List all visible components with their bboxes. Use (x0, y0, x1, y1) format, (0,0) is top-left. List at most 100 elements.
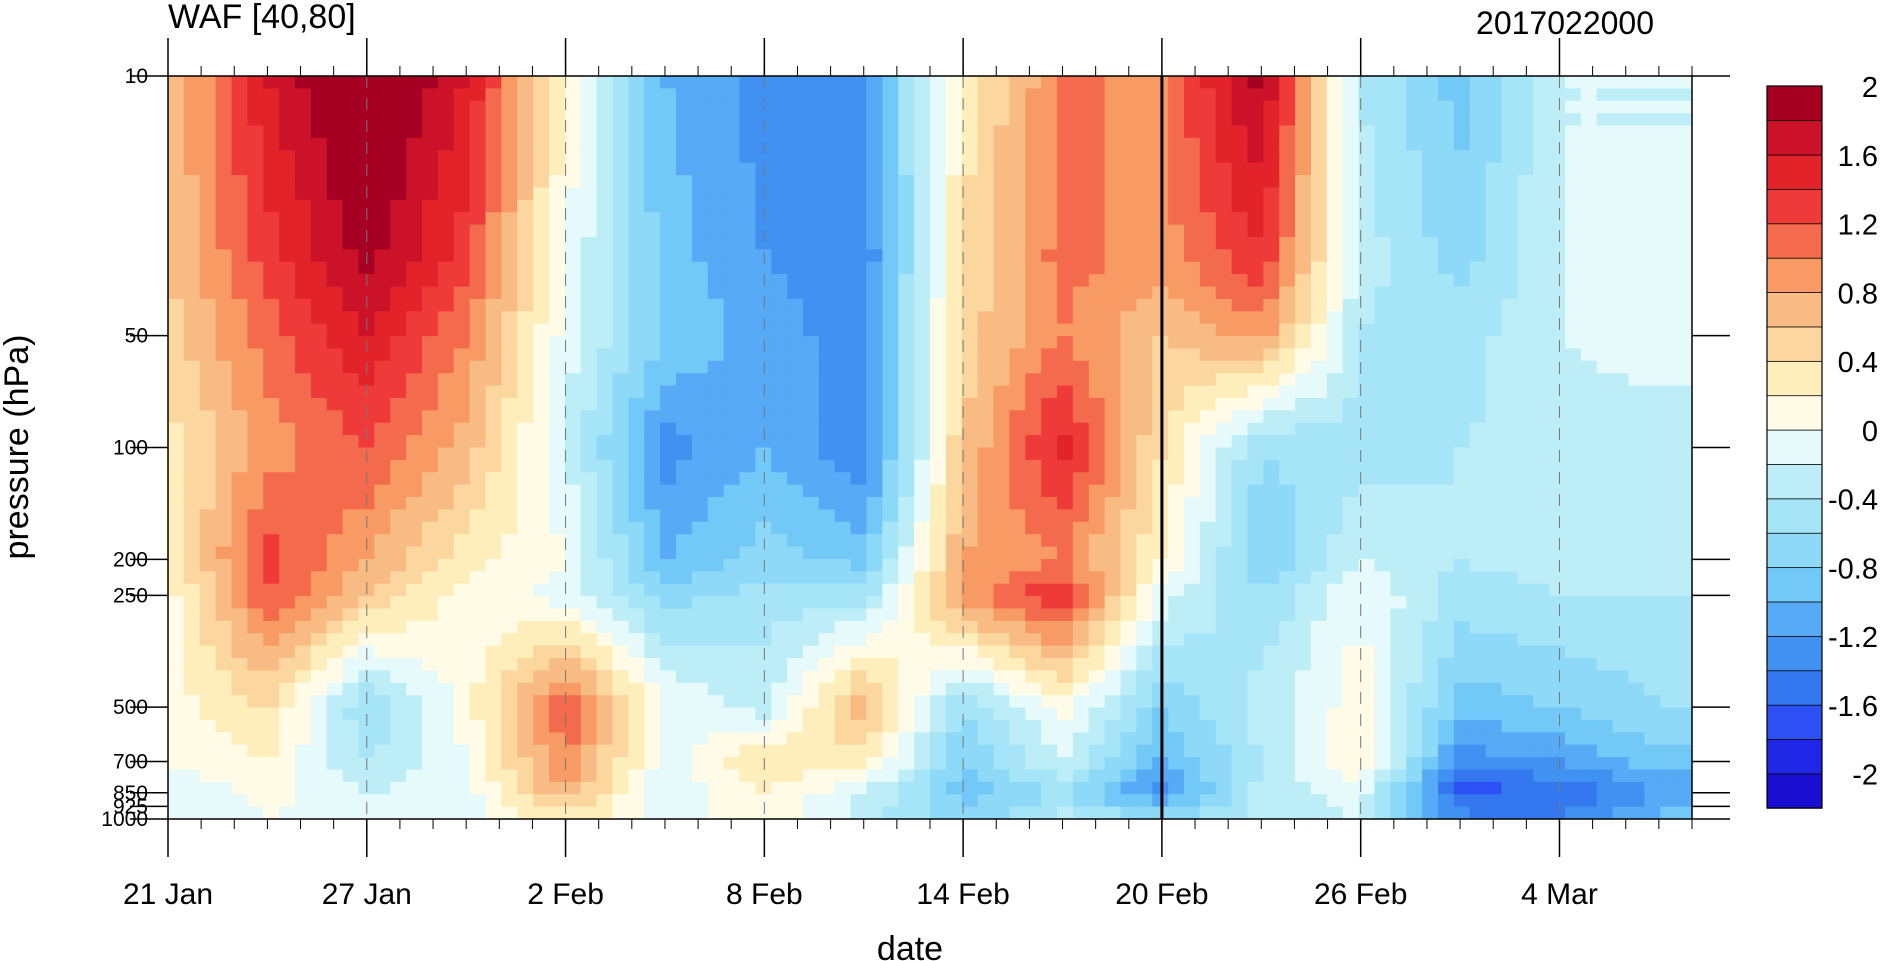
field-cell (612, 150, 629, 164)
field-cell (1088, 620, 1106, 634)
field-cell (1184, 224, 1201, 238)
field-cell (1342, 100, 1360, 114)
field-cell (1390, 187, 1407, 201)
field-cell (596, 175, 614, 189)
field-cell (358, 397, 375, 411)
field-cell (549, 162, 566, 176)
field-cell (1025, 497, 1042, 511)
field-cell (945, 274, 963, 288)
field-cell (660, 373, 677, 387)
field-cell (580, 249, 598, 263)
field-cell (517, 435, 534, 449)
field-cell (342, 484, 360, 498)
field-cell (549, 781, 566, 795)
field-cell (818, 744, 836, 758)
field-cell (247, 435, 264, 449)
field-cell (295, 583, 312, 597)
field-cell (168, 732, 185, 746)
field-cell (707, 212, 725, 226)
field-cell (1311, 236, 1328, 250)
field-cell (453, 137, 471, 151)
field-cell (660, 670, 677, 684)
field-cell (961, 682, 979, 696)
field-cell (755, 620, 772, 634)
field-cell (977, 608, 995, 622)
field-cell (1057, 769, 1074, 783)
field-cell (1406, 236, 1423, 250)
field-cell (437, 459, 455, 473)
field-cell (437, 484, 455, 498)
field-cell (1025, 620, 1042, 634)
field-cell (1453, 608, 1471, 622)
field-cell (1374, 608, 1391, 622)
field-cell (453, 298, 471, 312)
field-cell (707, 707, 725, 721)
field-cell (1263, 187, 1280, 201)
field-cell (660, 719, 677, 733)
field-cell (1104, 150, 1122, 164)
field-cell (406, 410, 423, 424)
field-cell (549, 459, 566, 473)
field-cell (1263, 596, 1280, 610)
field-cell (215, 76, 233, 89)
field-cell (310, 781, 328, 795)
field-cell (660, 410, 677, 424)
field-cell (231, 175, 248, 189)
field-cell (342, 113, 360, 127)
field-cell (803, 249, 820, 263)
field-cell (422, 695, 439, 709)
field-cell (406, 88, 423, 102)
field-cell (1057, 794, 1074, 808)
field-cell (676, 620, 693, 634)
field-cell (422, 459, 439, 473)
field-cell (342, 286, 360, 300)
field-cell (580, 707, 598, 721)
field-cell (247, 199, 264, 213)
field-cell (199, 447, 217, 461)
field-cell (755, 323, 772, 337)
field-cell (231, 447, 248, 461)
field-cell (342, 323, 360, 337)
field-cell (660, 249, 677, 263)
field-cell (342, 261, 360, 275)
field-cell (1390, 261, 1407, 275)
field-cell (310, 571, 328, 585)
field-cell (707, 348, 725, 362)
field-cell (882, 558, 899, 572)
field-cell (1311, 373, 1328, 387)
field-cell (580, 781, 598, 795)
field-cell (549, 509, 566, 523)
field-cell (247, 781, 264, 795)
field-cell (406, 682, 423, 696)
field-cell (564, 137, 582, 151)
field-cell (1184, 472, 1201, 486)
field-cell (485, 658, 502, 671)
field-cell (676, 360, 693, 374)
field-cell (215, 323, 233, 337)
field-cell (199, 125, 217, 139)
field-cell (1168, 76, 1185, 89)
field-cell (1279, 707, 1296, 721)
field-cell (1072, 100, 1090, 114)
field-cell (263, 806, 280, 819)
field-cell (1120, 596, 1137, 610)
field-cell (1231, 137, 1249, 151)
field-cell (1342, 608, 1360, 622)
field-cell (469, 175, 487, 189)
field-cell (564, 620, 582, 634)
field-cell (263, 744, 280, 758)
field-cell (1199, 558, 1217, 572)
field-cell (644, 100, 661, 114)
field-cell (1358, 236, 1376, 250)
field-cell (723, 707, 741, 721)
field-cell (771, 670, 788, 684)
field-cell (501, 187, 518, 201)
field-cell (771, 88, 788, 102)
field-cell (612, 719, 629, 733)
field-cell (168, 311, 185, 325)
field-cell (1025, 187, 1042, 201)
field-cell (1422, 336, 1439, 350)
field-cell (866, 682, 883, 696)
field-cell (803, 695, 820, 709)
field-cell (168, 360, 185, 374)
